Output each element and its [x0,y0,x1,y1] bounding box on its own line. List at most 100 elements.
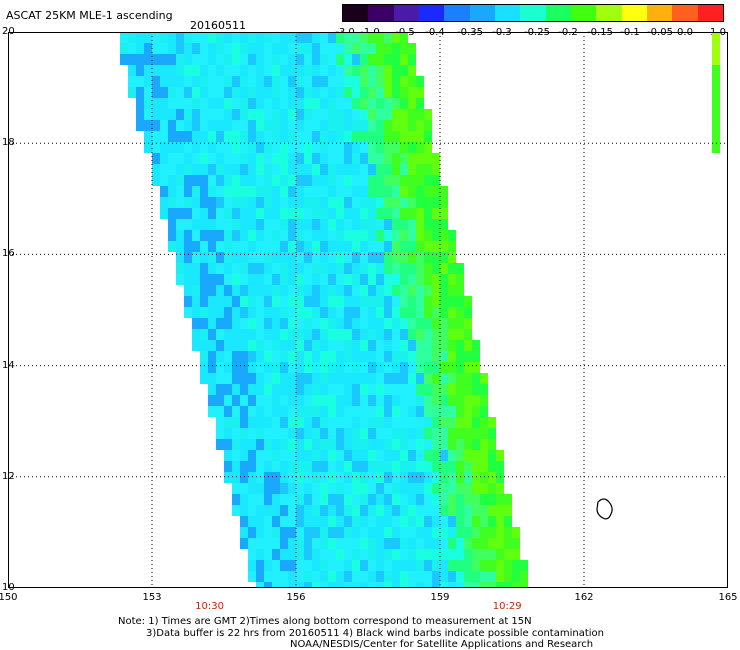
swath-cell [408,186,416,197]
swath-cell [256,186,264,197]
colorbar-swatch [393,5,419,21]
swath-cell [168,186,176,197]
swath-cell [136,87,144,98]
swath-cell [264,362,272,373]
swath-cell [360,494,368,505]
swath-cell [312,142,320,153]
swath-cell [280,76,288,87]
swath-cell [416,98,424,109]
swath-cell [384,439,392,450]
swath-cell [416,494,424,505]
swath-cell [224,153,232,164]
swath-cell [344,285,352,296]
swath-cell [360,120,368,131]
swath-cell [304,406,312,417]
swath-cell [280,241,288,252]
swath-cell [392,428,400,439]
swath-cell [240,87,248,98]
swath-cell [248,472,256,483]
swath-cell [376,109,384,120]
swath-cell [440,582,448,588]
swath-cell [184,252,192,263]
swath-cell [496,483,504,494]
swath-cell [360,54,368,65]
swath-cell [224,120,232,131]
swath-cell [232,98,240,109]
swath-cell [424,340,432,351]
colorbar-swatch [672,5,698,21]
swath-cell [296,439,304,450]
swath-cell [440,340,448,351]
swath-cell [192,219,200,230]
swath-cell [200,186,208,197]
swath-cell [440,439,448,450]
swath-cell [352,296,360,307]
swath-cell [408,461,416,472]
swath-cell [256,109,264,120]
swath-cell [392,120,400,131]
swath-cell [280,439,288,450]
swath-cell [176,274,184,285]
swath-cell [464,417,472,428]
swath-cell [304,428,312,439]
swath-cell [232,164,240,175]
swath-cell [232,263,240,274]
swath-cell [320,417,328,428]
swath-cell [176,219,184,230]
swath-cell [336,395,344,406]
swath-cell [464,439,472,450]
swath-cell [216,373,224,384]
swath-cell [280,527,288,538]
swath-cell [376,406,384,417]
swath-cell [520,582,528,588]
swath-cell [448,516,456,527]
colorbar-swatch [646,5,673,21]
swath-cell [280,318,288,329]
swath-cell [312,483,320,494]
swath-cell [392,549,400,560]
swath-cell [208,175,216,186]
swath-cell [384,384,392,395]
swath-cell [144,76,152,87]
swath-cell [360,87,368,98]
swath-cell [240,439,248,450]
swath-cell [456,439,464,450]
swath-cell [248,252,256,263]
swath-cell [248,483,256,494]
swath-cell [296,153,304,164]
swath-cell [448,538,456,549]
swath-cell [224,65,232,76]
swath-cell [280,406,288,417]
swath-cell [320,395,328,406]
swath-cell [360,131,368,142]
swath-cell [352,428,360,439]
swath-cell [432,406,440,417]
swath-cell [248,318,256,329]
pass-time-label: 10:29 [492,601,522,612]
swath-cell [408,417,416,428]
swath-cell [392,494,400,505]
swath-cell [168,109,176,120]
swath-cell [280,373,288,384]
swath-cell [296,483,304,494]
swath-cell [272,241,280,252]
swath-cell [440,450,448,461]
swath-cell [384,351,392,362]
swath-cell [288,65,296,76]
swath-cell [712,109,720,120]
swath-cell [200,76,208,87]
swath-cell [264,98,272,109]
swath-cell [416,384,424,395]
swath-cell [304,439,312,450]
swath-cell [280,505,288,516]
swath-cell [248,329,256,340]
swath-cell [256,164,264,175]
swath-cell [400,439,408,450]
swath-cell [320,384,328,395]
swath-cell [304,318,312,329]
swath-cell [176,131,184,142]
swath-cell [168,43,176,54]
swath-cell [256,153,264,164]
swath-cell [256,98,264,109]
swath-cell [712,131,720,142]
